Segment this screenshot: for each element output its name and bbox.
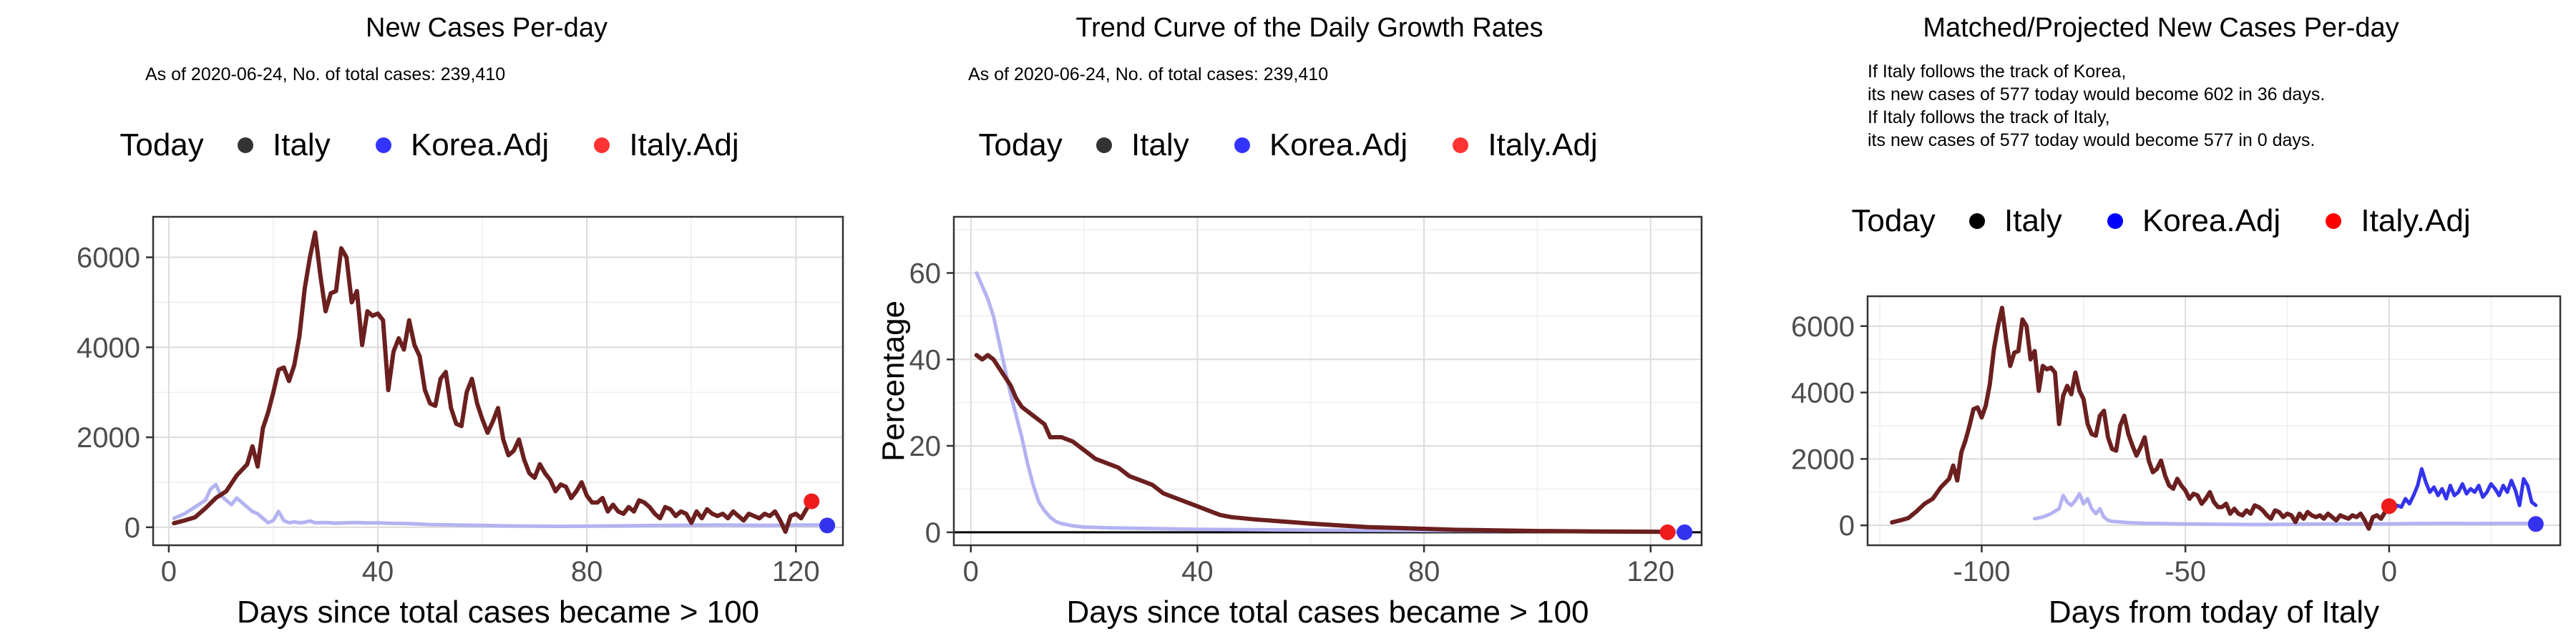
y-tick-label: 2000 [77, 422, 140, 454]
chart-annotation: If Italy follows the track of Korea, its… [1868, 60, 2325, 152]
plot-border [952, 215, 1703, 547]
legend-italy-adj-dot [594, 137, 610, 154]
x-tick-label: 80 [571, 556, 603, 587]
y-tick-label: 6000 [77, 243, 140, 274]
x-tick-label: -50 [2165, 556, 2206, 587]
legend-italy-dot [1096, 137, 1112, 154]
today-point-korea-adj [2527, 516, 2544, 532]
plot-border [1866, 295, 2562, 547]
y-tick-label: 0 [1839, 510, 1855, 542]
x-tick-label: 40 [362, 556, 394, 587]
x-tick-label: 120 [772, 556, 820, 587]
chart-subtitle: As of 2020-06-24, No. of total cases: 23… [145, 64, 506, 84]
legend-key-korea-adj [375, 137, 391, 154]
legend-key-italy [1096, 137, 1112, 154]
y-tick-label: 4000 [77, 332, 140, 364]
legend-key-italy-adj [2326, 213, 2342, 230]
x-tick-label: 0 [963, 556, 979, 587]
legend-label-korea-adj: Korea.Adj [1269, 127, 1408, 163]
legend-key-korea-adj [2107, 213, 2123, 230]
y-tick-label: 0 [125, 512, 140, 544]
x-tick-label: 0 [2381, 556, 2397, 587]
legend-korea-adj-dot [2107, 213, 2123, 230]
legend-label-italy: Italy [273, 127, 331, 163]
legend-title: Today [119, 127, 204, 163]
legend-label-italy: Italy [1131, 127, 1189, 163]
today-point-italy-adj [2381, 498, 2397, 514]
legend-key-italy-adj [594, 137, 610, 154]
y-tick-label: 4000 [1791, 378, 1855, 409]
chart-title: New Cases Per-day [366, 13, 608, 43]
x-tick-label: 0 [161, 556, 177, 587]
legend: Today Italy Korea.Adj Italy.Adj [1746, 202, 2576, 239]
series-line-korea [172, 482, 824, 529]
plot-area [954, 217, 1702, 545]
legend-label-italy-adj: Italy.Adj [2361, 203, 2471, 239]
series-line-korea [2033, 492, 2538, 527]
legend: Today Italy Korea.Adj Italy.Adj [859, 126, 1717, 163]
series-line-italy [1890, 306, 2391, 531]
series-line-italy [172, 230, 814, 535]
series-line-korea-adj [2387, 467, 2538, 512]
x-tick-label: -100 [1953, 556, 2010, 587]
legend-key-korea-adj [1234, 137, 1250, 154]
today-point-italy-adj [1659, 524, 1676, 540]
today-point-italy-adj [804, 493, 820, 509]
today-point-korea-adj [819, 517, 836, 534]
plot-border [152, 215, 844, 547]
y-tick-label: 2000 [1791, 444, 1855, 475]
x-axis-label: Days since total cases became > 100 [237, 595, 759, 630]
legend-label-italy: Italy [2004, 203, 2062, 239]
legend-italy-dot [238, 137, 253, 154]
y-tick-label: 20 [909, 431, 942, 462]
x-tick-label: 120 [1626, 556, 1674, 587]
legend-korea-adj-dot [1234, 137, 1250, 154]
plot-new-cases: 0 40 80 120 0 2000 4000 6000 Days since total ca… [77, 215, 844, 630]
today-point-korea-adj [1677, 524, 1693, 540]
legend-key-italy [238, 137, 253, 154]
legend-italy-dot [1969, 213, 1985, 230]
legend-title: Today [978, 127, 1063, 163]
annotation-line: its new cases of 577 today would become … [1868, 130, 2316, 150]
legend-label-italy-adj: Italy.Adj [629, 127, 739, 163]
legend-key-italy [1969, 213, 1985, 230]
panel-new-cases: New Cases Per-day As of 2020-06-24, No. … [0, 0, 859, 644]
chart-title: Trend Curve of the Daily Growth Rates [1075, 13, 1543, 43]
plot-area [153, 217, 843, 545]
plot-projected: -100 -50 0 0 2000 4000 6000 Days from today of … [1791, 295, 2562, 630]
x-axis-label: Days from today of Italy [2049, 595, 2379, 630]
chart-title: Matched/Projected New Cases Per-day [1923, 13, 2399, 43]
y-tick-label: 6000 [1791, 311, 1855, 343]
legend-italy-adj-dot [2326, 213, 2342, 230]
annotation-line: its new cases of 577 today would become … [1868, 84, 2326, 104]
legend-label-korea-adj: Korea.Adj [2142, 203, 2281, 239]
annotation-line: If Italy follows the track of Italy, [1868, 107, 2110, 127]
y-tick-label: 60 [909, 258, 942, 290]
annotation-line: If Italy follows the track of Korea, [1868, 62, 2127, 82]
y-tick-label: 0 [925, 517, 941, 549]
y-tick-label: 40 [909, 344, 942, 376]
legend-title: Today [1851, 203, 1936, 239]
x-tick-label: 40 [1181, 556, 1214, 587]
legend-key-italy-adj [1453, 137, 1469, 154]
x-axis-label: Days since total cases became > 100 [1066, 595, 1589, 630]
panel-projected: Matched/Projected New Cases Per-day If I… [1717, 0, 2576, 644]
series-line-italy [974, 353, 1670, 535]
legend-label-korea-adj: Korea.Adj [410, 127, 550, 163]
series-line-korea [975, 271, 1687, 534]
chart-subtitle: As of 2020-06-24, No. of total cases: 23… [968, 64, 1329, 84]
plot-growth-rates: 0 40 80 120 0 20 40 60 Days since total cases be… [876, 215, 1703, 630]
legend-korea-adj-dot [375, 137, 391, 154]
legend: Today Italy Korea.Adj Italy.Adj [0, 126, 859, 163]
x-tick-label: 80 [1408, 556, 1440, 587]
legend-italy-adj-dot [1453, 137, 1469, 154]
panel-growth-rates: Trend Curve of the Daily Growth Rates As… [859, 0, 1717, 644]
legend-label-italy-adj: Italy.Adj [1488, 127, 1598, 163]
y-axis-label: Percentage [876, 301, 911, 462]
